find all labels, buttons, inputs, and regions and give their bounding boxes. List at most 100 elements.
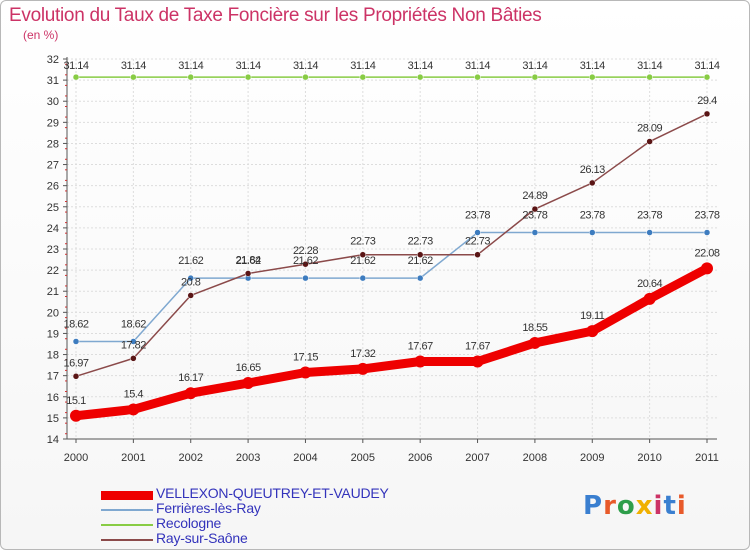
data-point — [531, 205, 539, 213]
legend-swatch-recologne — [101, 524, 153, 526]
data-labels: 31.14 31.14 31.14 31.14 31.14 31.14 31.14 31.14… — [63, 60, 720, 407]
data-label: 31.14 — [694, 60, 719, 72]
gridlines — [67, 58, 717, 440]
data-point — [701, 262, 713, 275]
data-label: 31.14 — [350, 60, 375, 72]
y-tick-label: 28 — [47, 138, 59, 150]
logo-letter: i — [676, 491, 687, 521]
data-label: 16.65 — [236, 362, 261, 374]
y-tick-label: 26 — [47, 181, 59, 193]
data-label: 18.62 — [63, 318, 88, 330]
data-label: 15.1 — [66, 395, 86, 407]
data-point — [72, 338, 80, 345]
data-point — [302, 260, 309, 268]
series-line-1 — [75, 231, 708, 343]
x-tick-label: 2003 — [236, 452, 260, 464]
logo-letter: o — [616, 491, 636, 521]
legend-swatch-ray — [101, 539, 153, 541]
data-label: 31.14 — [637, 60, 662, 72]
data-label: 31.14 — [178, 60, 203, 72]
legend-label-recologne: Recologne — [156, 515, 222, 531]
data-point — [70, 409, 82, 422]
series-layer — [70, 73, 713, 422]
data-point — [299, 366, 312, 379]
data-label: 23.78 — [465, 210, 490, 222]
data-label: 23.78 — [694, 210, 719, 222]
data-label: 17.67 — [408, 341, 433, 353]
logo-letter: x — [635, 491, 654, 521]
logo-letter: r — [603, 491, 617, 521]
x-tick-label: 2010 — [637, 452, 661, 464]
data-point — [646, 138, 653, 145]
data-point — [646, 73, 653, 81]
legend-label-ray: Ray-sur-Saône — [156, 530, 248, 546]
data-point — [359, 251, 367, 258]
data-point — [589, 179, 596, 187]
data-point — [244, 270, 252, 277]
y-tick-label: 20 — [47, 307, 59, 319]
data-point — [72, 73, 80, 81]
data-point — [703, 229, 711, 236]
data-point — [244, 73, 252, 81]
data-point — [414, 355, 427, 368]
data-label: 20.64 — [637, 278, 662, 290]
data-label: 18.55 — [522, 322, 547, 334]
data-label: 21.62 — [350, 255, 375, 267]
data-label: 29.4 — [697, 95, 717, 107]
y-tick-label: 32 — [47, 54, 59, 66]
x-tick-label: 2006 — [408, 452, 432, 464]
data-point — [184, 387, 197, 400]
data-point — [302, 274, 309, 282]
logo-letter: i — [653, 491, 664, 521]
y-tick-label: 17 — [47, 371, 59, 383]
data-label: 21.62 — [178, 255, 203, 267]
legend-swatch-ferrieres — [101, 509, 153, 511]
y-tick-label: 24 — [47, 223, 59, 235]
data-point — [416, 274, 424, 282]
data-label: 17.82 — [121, 339, 146, 351]
data-label: 23.78 — [522, 210, 547, 222]
y-tick-label: 19 — [47, 328, 59, 340]
data-point — [130, 355, 137, 362]
data-label: 31.14 — [465, 60, 490, 72]
data-point — [474, 229, 481, 236]
data-point — [589, 73, 596, 81]
data-point — [356, 362, 369, 375]
data-point — [187, 73, 194, 81]
legend-label-ferrieres: Ferrières-lès-Ray — [156, 500, 261, 516]
data-label: 23.78 — [580, 210, 605, 222]
data-label: 19.11 — [580, 310, 605, 322]
data-label: 17.67 — [465, 341, 490, 353]
data-point — [586, 325, 599, 338]
data-label: 15.4 — [124, 388, 144, 400]
data-point — [359, 73, 367, 81]
proxiti-logo: Proxiti — [583, 491, 687, 521]
data-point — [531, 73, 539, 81]
x-tick-label: 2008 — [523, 452, 547, 464]
data-label: 23.78 — [637, 210, 662, 222]
legend-swatch-vellexon — [101, 491, 153, 500]
data-point — [589, 229, 596, 236]
data-point — [187, 292, 194, 299]
data-point — [130, 338, 137, 345]
axes: 14 15 16 17 18 19 20 21 22 23 24 25 26 27 28 29 30 31 32 20… — [47, 54, 719, 464]
y-tick-label: 15 — [47, 413, 59, 425]
data-label: 21.62 — [408, 255, 433, 267]
y-tick-label: 14 — [47, 434, 59, 446]
y-tick-label: 29 — [47, 117, 59, 129]
data-point — [474, 251, 481, 258]
x-tick-label: 2002 — [178, 452, 202, 464]
data-label: 17.15 — [293, 352, 318, 364]
data-label: 22.73 — [408, 236, 433, 248]
data-label: 31.14 — [63, 60, 88, 72]
data-label: 22.73 — [465, 236, 490, 248]
data-point — [187, 274, 194, 282]
legend-label-vellexon: VELLEXON-QUEUTREY-ET-VAUDEY — [156, 485, 389, 501]
data-point — [471, 355, 484, 368]
data-label: 22.28 — [293, 245, 318, 257]
data-point — [528, 336, 541, 349]
line-chart: 14 15 16 17 18 19 20 21 22 23 24 25 26 27 28 29 30 31 32 20… — [47, 54, 721, 464]
data-point — [242, 377, 255, 390]
x-tick-label: 2009 — [580, 452, 604, 464]
data-label: 21.62 — [293, 255, 318, 267]
